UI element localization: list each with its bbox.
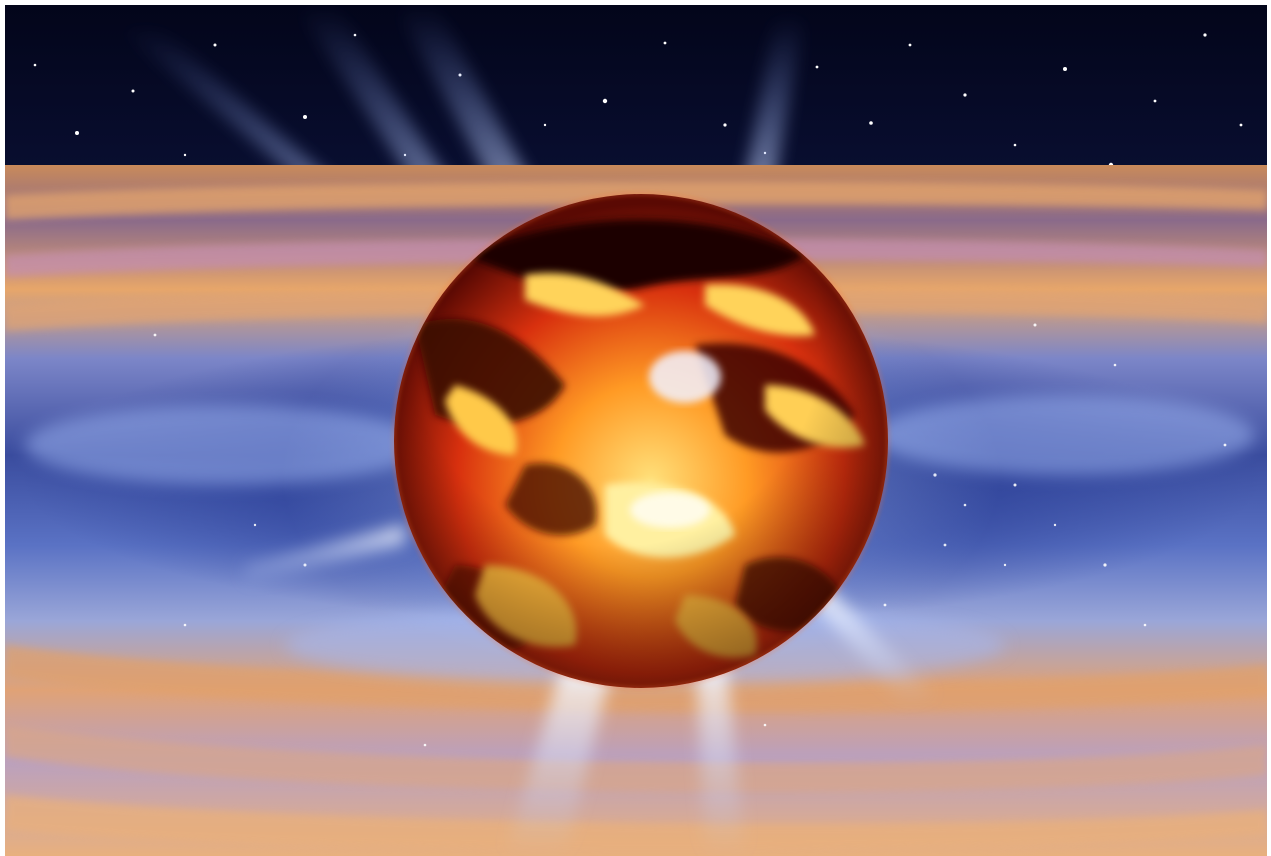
neutron-star-artwork xyxy=(5,5,1267,856)
neutron-star xyxy=(392,192,890,690)
